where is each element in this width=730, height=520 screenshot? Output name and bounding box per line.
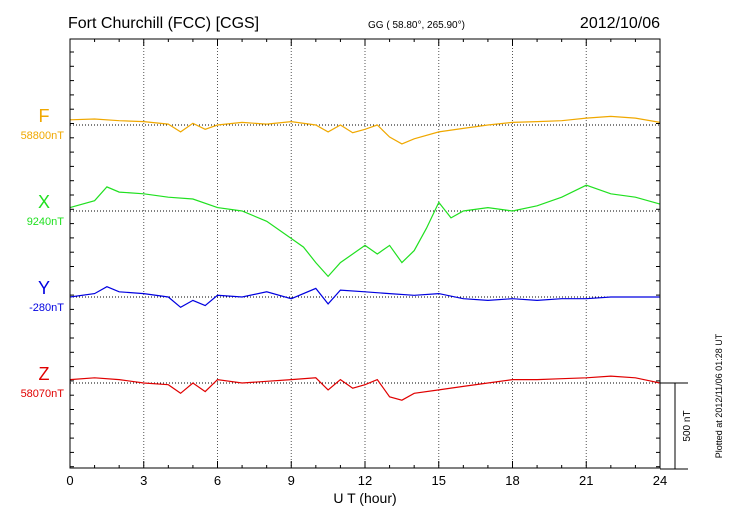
scale-bar-label: 500 nT [682, 410, 693, 441]
coordinates-label: GG ( 58.80°, 265.90°) [368, 20, 465, 31]
x-tick-label-5: 15 [432, 473, 446, 488]
series-baseline-z: 58070nT [21, 388, 65, 400]
x-tick-label-0: 0 [66, 473, 73, 488]
plot-frame [69, 38, 661, 469]
series-line-x [69, 184, 661, 278]
grid [70, 39, 660, 468]
axis-ticks: 0 3 6 9 12 15 18 21 24 [66, 39, 667, 488]
station-title: Fort Churchill (FCC) [CGS] [68, 15, 259, 32]
series-lines [69, 115, 661, 401]
x-tick-label-6: 18 [505, 473, 519, 488]
x-tick-label-2: 6 [214, 473, 221, 488]
series-baseline-y: -280nT [29, 302, 64, 314]
plotted-timestamp: Plotted at 2012/11/06 01:28 UT [714, 333, 724, 458]
series-baseline-x: 9240nT [27, 216, 65, 228]
x-tick-label-7: 21 [579, 473, 593, 488]
series-line-z [69, 375, 661, 401]
x-tick-label-1: 3 [140, 473, 147, 488]
date-label: 2012/10/06 [580, 15, 660, 32]
x-axis-label: U T (hour) [333, 490, 396, 506]
series-line-y [69, 286, 660, 309]
series-name-z: Z [39, 364, 50, 384]
series-name-y: Y [38, 278, 50, 298]
x-tick-label-3: 9 [288, 473, 295, 488]
x-tick-label-4: 12 [358, 473, 372, 488]
series-name-f: F [39, 106, 50, 126]
series-labels: F 58800nT X 9240nT Y -280nT Z 58070nT [21, 106, 65, 400]
scale-bar: 500 nT [660, 382, 693, 470]
x-tick-label-8: 24 [653, 473, 667, 488]
series-line-f [69, 115, 661, 145]
series-name-x: X [38, 192, 50, 212]
series-baseline-f: 58800nT [21, 130, 65, 142]
